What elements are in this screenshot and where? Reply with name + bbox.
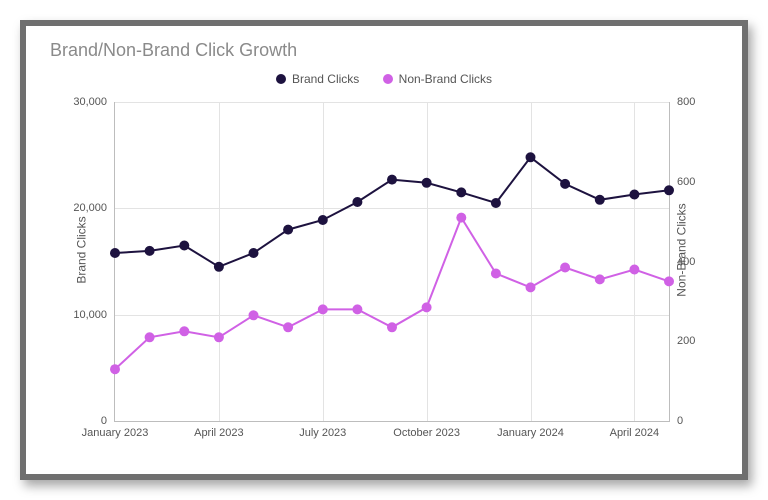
legend-swatch-nonbrand [383,74,393,84]
x-tick-label: April 2024 [610,421,660,439]
y-right-tick-label: 200 [669,335,695,347]
series-marker [595,274,605,284]
series-marker [491,269,501,279]
x-tick-label: April 2023 [194,421,244,439]
series-marker [491,198,501,208]
y-left-tick-label: 20,000 [73,202,115,214]
series-marker [387,322,397,332]
x-tick-label: January 2023 [82,421,149,439]
left-axis-title: Brand Clicks [75,216,89,283]
series-marker [145,246,155,256]
x-tick-label: October 2023 [393,421,460,439]
y-right-tick-label: 400 [669,256,695,268]
x-tick-label: January 2024 [497,421,564,439]
series-marker [526,282,536,292]
series-line [115,218,669,370]
series-marker [560,263,570,273]
legend-item-nonbrand: Non-Brand Clicks [383,72,492,86]
series-marker [664,185,674,195]
series-marker [110,364,120,374]
plot-area: 010,00020,00030,0000200400600800January … [114,102,670,422]
series-marker [629,190,639,200]
series-marker [179,326,189,336]
series-marker [422,178,432,188]
series-marker [318,215,328,225]
series-marker [595,195,605,205]
legend-label-brand: Brand Clicks [292,72,359,86]
series-marker [179,241,189,251]
series-marker [318,304,328,314]
series-marker [249,248,259,258]
legend-item-brand: Brand Clicks [276,72,359,86]
series-marker [629,265,639,275]
series-marker [352,304,362,314]
series-marker [664,276,674,286]
series-marker [560,179,570,189]
y-right-tick-label: 600 [669,176,695,188]
series-marker [283,322,293,332]
series-marker [214,332,224,342]
series-marker [387,175,397,185]
series-svg [115,102,669,421]
y-right-tick-label: 800 [669,96,695,108]
legend: Brand Clicks Non-Brand Clicks [26,72,742,87]
legend-swatch-brand [276,74,286,84]
series-marker [352,197,362,207]
right-axis-title: Non-Brand Clicks [674,203,688,296]
series-marker [249,310,259,320]
chart-frame: Brand/Non-Brand Click Growth Brand Click… [20,20,748,480]
legend-label-nonbrand: Non-Brand Clicks [399,72,492,86]
series-marker [456,213,466,223]
series-marker [110,248,120,258]
y-right-tick-label: 0 [669,415,683,427]
y-left-tick-label: 30,000 [73,96,115,108]
series-line [115,157,669,266]
series-marker [526,152,536,162]
series-marker [214,262,224,272]
series-marker [422,302,432,312]
series-marker [145,332,155,342]
y-left-tick-label: 10,000 [73,309,115,321]
x-tick-label: July 2023 [299,421,346,439]
series-marker [456,187,466,197]
chart-title: Brand/Non-Brand Click Growth [50,40,297,61]
series-marker [283,225,293,235]
